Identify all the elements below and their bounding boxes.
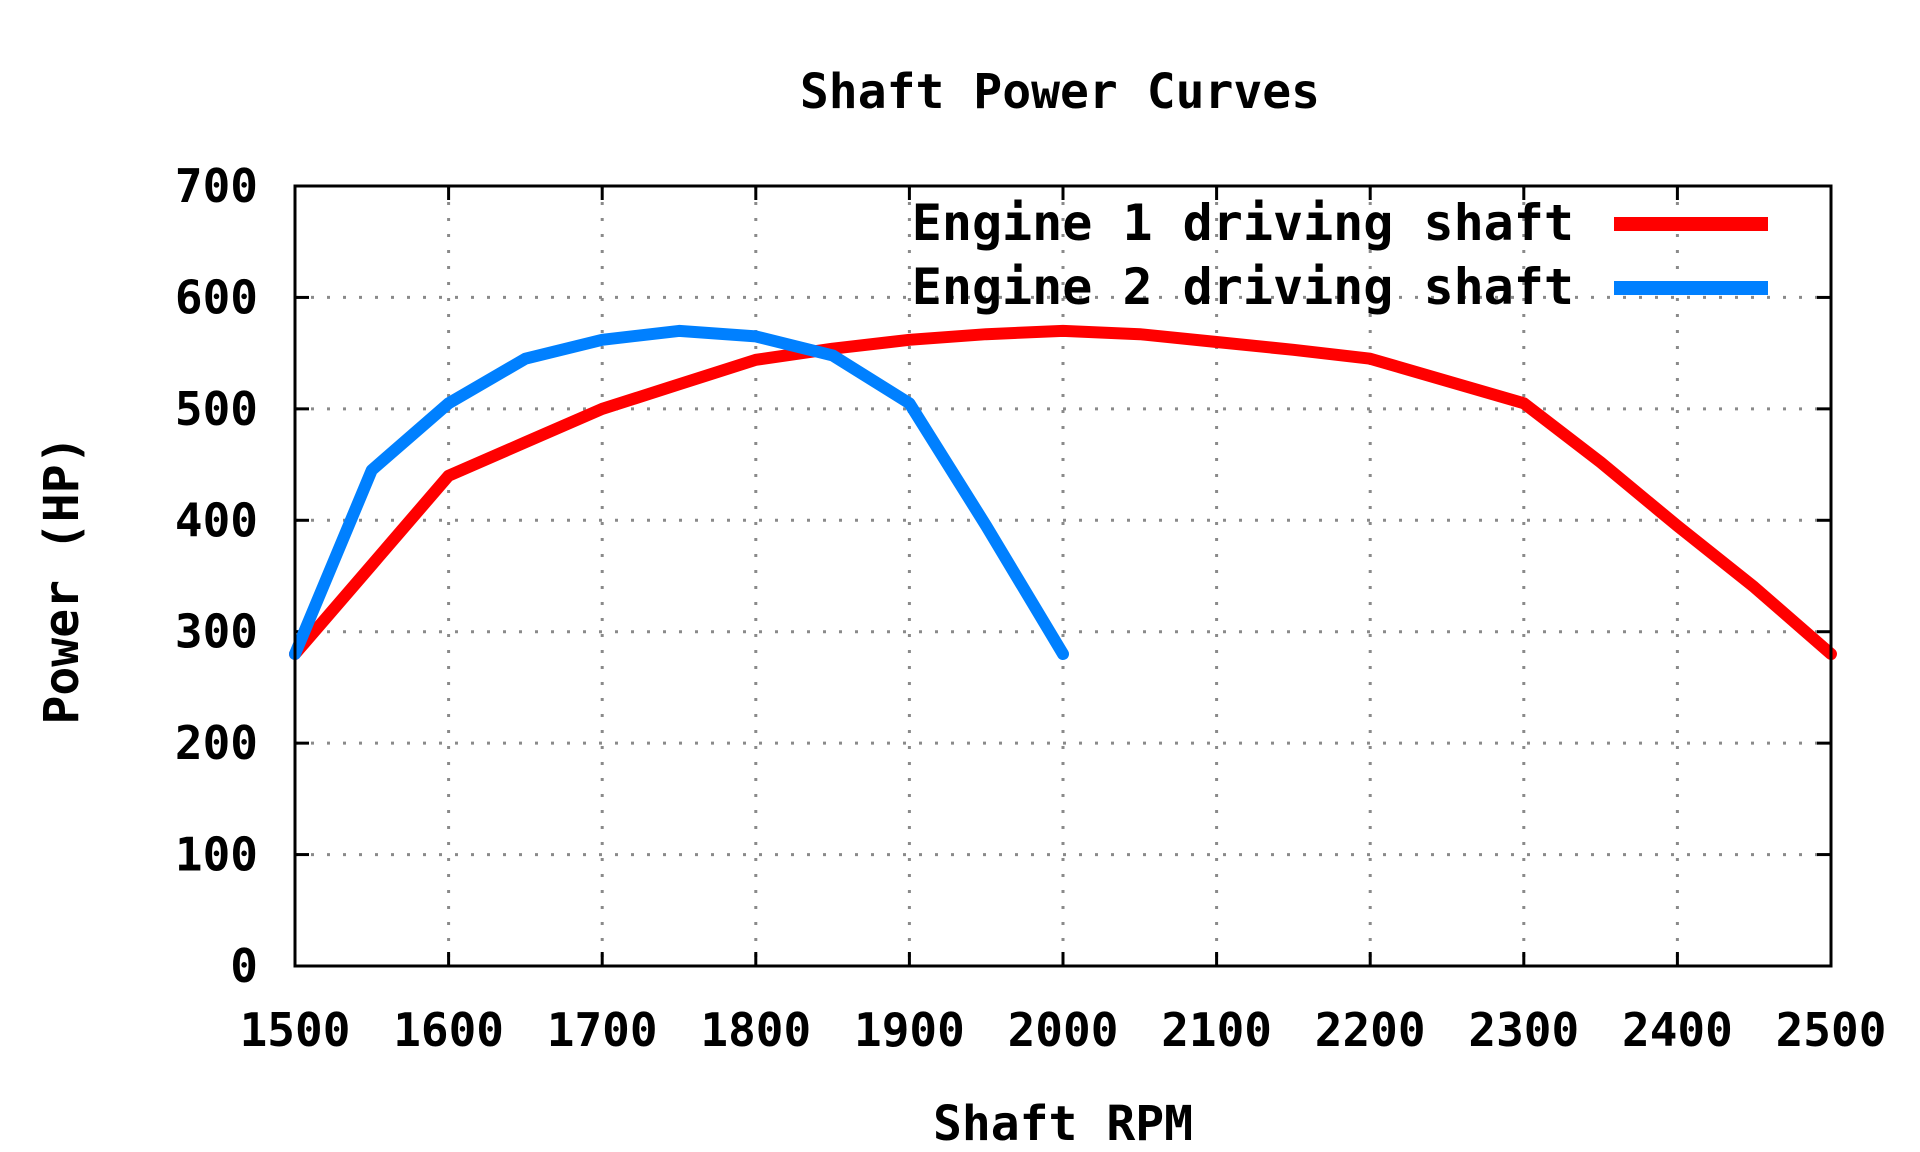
x-tick-label: 1800 (700, 1003, 811, 1057)
x-tick-label: 2300 (1468, 1003, 1579, 1057)
x-tick-label: 1500 (240, 1003, 351, 1057)
y-tick-label: 200 (175, 716, 258, 770)
plot-frame (293, 184, 1833, 968)
legend-label-engine-2: Engine 2 driving shaft (912, 258, 1574, 316)
x-tick-label: 2100 (1161, 1003, 1272, 1057)
series-line-engine-2 (289, 324, 1069, 660)
y-tick-label: 100 (175, 828, 258, 882)
x-tick-label: 1900 (854, 1003, 965, 1057)
y-tick-label: 0 (230, 939, 258, 993)
series-line-engine-1 (289, 324, 1837, 660)
x-tick-label: 2400 (1622, 1003, 1733, 1057)
y-tick-label: 300 (175, 605, 258, 659)
x-tick-label: 2000 (1008, 1003, 1119, 1057)
series-lines (289, 324, 1837, 660)
legend-label-engine-1: Engine 1 driving shaft (912, 194, 1574, 252)
x-axis-label: Shaft RPM (933, 1096, 1193, 1152)
grid-lines (295, 186, 1831, 966)
y-tick-label: 600 (175, 270, 258, 324)
axis-ticks: 1500 1600 1700 1800 1900 2000 2100 2200 2300 2400… (175, 159, 1886, 1057)
x-tick-label: 1600 (393, 1003, 504, 1057)
x-tick-label: 1700 (547, 1003, 658, 1057)
x-tick-label: 2500 (1776, 1003, 1887, 1057)
legend: Engine 1 driving shaft Engine 2 driving s… (912, 194, 1768, 316)
x-tick-label: 2200 (1315, 1003, 1426, 1057)
y-tick-label: 700 (175, 159, 258, 213)
y-tick-label: 500 (175, 382, 258, 436)
y-tick-label: 400 (175, 493, 258, 547)
y-axis-label: Power (HP) (34, 436, 90, 725)
chart-title: Shaft Power Curves (800, 64, 1320, 120)
